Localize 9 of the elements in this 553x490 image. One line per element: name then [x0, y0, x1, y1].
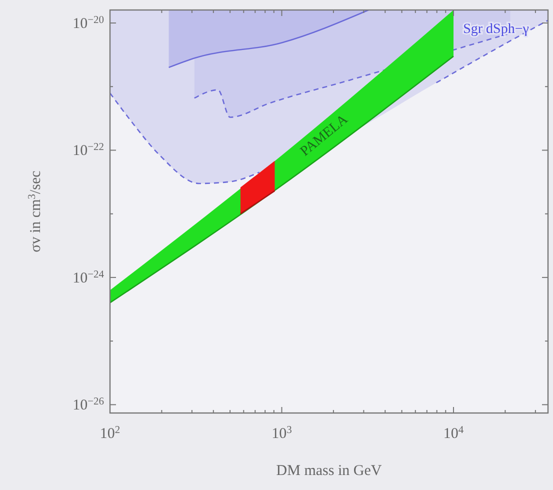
- x-tick-label: 10$^{4}$: [443, 424, 464, 442]
- annotation: Sgr dSph−γ: [463, 22, 529, 38]
- y-tick-label: 10$^{−26}$: [72, 396, 104, 414]
- x-axis-title: DM mass in GeV: [276, 463, 382, 479]
- y-tick-label: 10$^{−20}$: [72, 14, 104, 32]
- y-tick-label: 10$^{−22}$: [72, 142, 104, 160]
- x-tick-label: 10$^{3}$: [272, 424, 292, 442]
- x-tick-label: 10$^{2}$: [100, 424, 120, 442]
- y-tick-label: 10$^{−24}$: [72, 268, 105, 286]
